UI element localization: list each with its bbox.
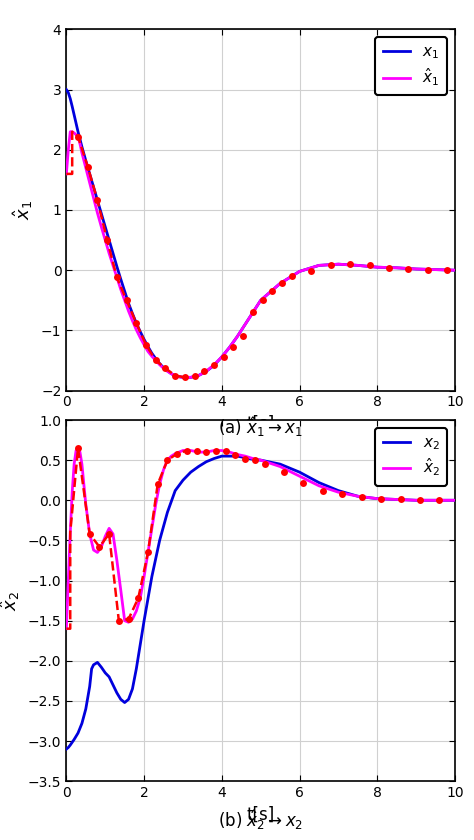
Text: (a) $\hat{x}_1 \rightarrow x_1$: (a) $\hat{x}_1 \rightarrow x_1$ bbox=[218, 416, 303, 439]
Legend: $x_2$, $\hat{x}_2$: $x_2$, $\hat{x}_2$ bbox=[375, 428, 447, 486]
Text: (b) $\hat{x}_2 \rightarrow x_2$: (b) $\hat{x}_2 \rightarrow x_2$ bbox=[218, 808, 303, 832]
Y-axis label: $\hat{x}_1$: $\hat{x}_1$ bbox=[12, 200, 36, 220]
Y-axis label: $\hat{x}_2$: $\hat{x}_2$ bbox=[0, 591, 22, 611]
X-axis label: t[s]: t[s] bbox=[246, 806, 275, 823]
X-axis label: t[s]: t[s] bbox=[246, 415, 275, 433]
Legend: $x_1$, $\hat{x}_1$: $x_1$, $\hat{x}_1$ bbox=[375, 37, 447, 95]
